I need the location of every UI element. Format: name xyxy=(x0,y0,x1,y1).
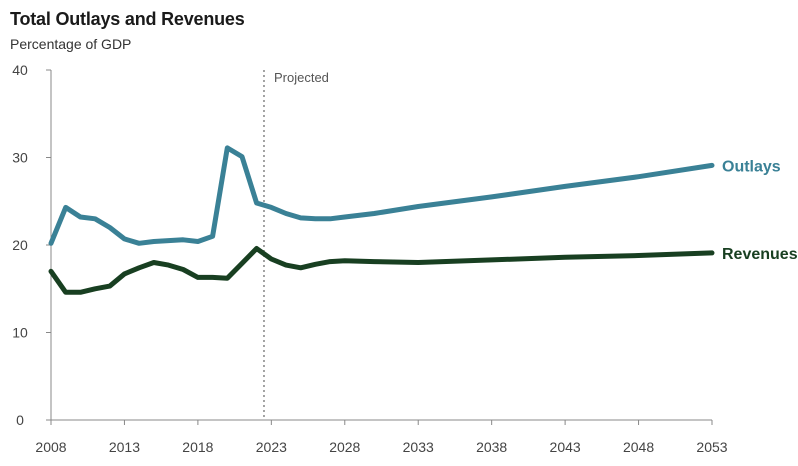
revenues-series-label: Revenues xyxy=(722,246,798,263)
x-tick-label: 2028 xyxy=(329,439,360,455)
outlays-line xyxy=(48,145,715,246)
x-tick-label: 2018 xyxy=(182,439,213,455)
y-tick-label: 40 xyxy=(12,62,28,78)
axes: 0 10 20 30 40 2008 2013 2018 2023 2028 2033 2038 204… xyxy=(12,62,728,455)
chart-subtitle: Percentage of GDP xyxy=(10,36,132,52)
projected-label: Projected xyxy=(274,70,329,85)
x-tick-label: 2038 xyxy=(476,439,507,455)
y-tick-label: 30 xyxy=(12,150,28,166)
y-tick-label: 20 xyxy=(12,237,28,253)
x-tick-label: 2023 xyxy=(256,439,287,455)
x-tick-label: 2048 xyxy=(623,439,654,455)
outlays-series-label: Outlays xyxy=(722,158,781,175)
y-tick-label: 10 xyxy=(12,325,28,341)
x-tick-label: 2053 xyxy=(696,439,727,455)
series-lines: Outlays Revenues xyxy=(48,145,798,295)
revenues-line xyxy=(48,246,715,295)
x-tick-label: 2013 xyxy=(109,439,140,455)
chart-title: Total Outlays and Revenues xyxy=(10,9,245,29)
y-tick-label: 0 xyxy=(16,412,24,428)
x-tick-label: 2008 xyxy=(35,439,66,455)
x-tick-label: 2043 xyxy=(550,439,581,455)
x-tick-label: 2033 xyxy=(403,439,434,455)
